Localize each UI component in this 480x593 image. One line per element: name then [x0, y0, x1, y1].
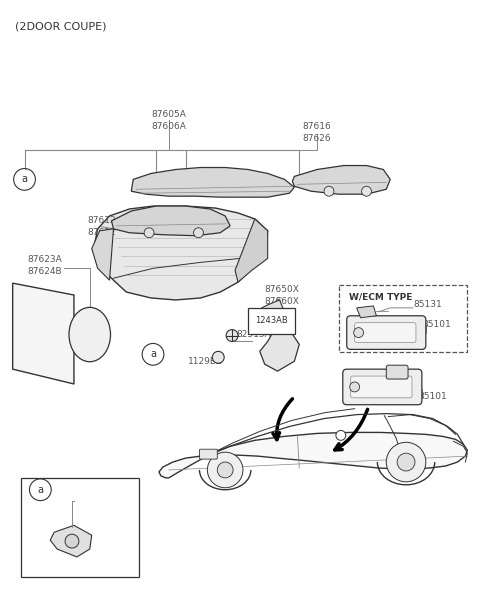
Circle shape [193, 228, 204, 238]
Text: a: a [37, 484, 43, 495]
Circle shape [361, 186, 372, 196]
Text: (2DOOR COUPE): (2DOOR COUPE) [14, 21, 106, 31]
Text: 85131: 85131 [413, 301, 442, 310]
Polygon shape [159, 432, 468, 478]
Polygon shape [292, 165, 390, 194]
Circle shape [350, 382, 360, 392]
Text: 87616
87626: 87616 87626 [303, 122, 332, 143]
Circle shape [144, 228, 154, 238]
FancyBboxPatch shape [248, 308, 295, 334]
Circle shape [397, 453, 415, 471]
Circle shape [386, 442, 426, 482]
Polygon shape [260, 330, 300, 371]
Polygon shape [131, 167, 294, 197]
Text: a: a [150, 349, 156, 359]
Polygon shape [258, 300, 285, 325]
Text: a: a [22, 174, 27, 184]
Text: 87623A
87624B: 87623A 87624B [27, 256, 61, 276]
Text: 1129EE: 1129EE [188, 358, 222, 366]
Text: 1243AB: 1243AB [255, 316, 288, 325]
Circle shape [212, 352, 224, 364]
Text: 87613L
87614L: 87613L 87614L [146, 211, 180, 232]
Circle shape [336, 431, 346, 441]
FancyBboxPatch shape [355, 323, 416, 343]
FancyBboxPatch shape [200, 449, 217, 459]
Bar [21, 478, 139, 577]
Text: 85101: 85101 [418, 393, 447, 401]
Polygon shape [50, 525, 92, 557]
Polygon shape [12, 283, 74, 384]
Text: 82315A: 82315A [237, 330, 271, 339]
Polygon shape [94, 206, 268, 300]
Circle shape [226, 330, 238, 342]
FancyBboxPatch shape [343, 369, 422, 405]
Text: 87614B
87624D: 87614B 87624D [56, 500, 92, 521]
Circle shape [324, 186, 334, 196]
FancyBboxPatch shape [351, 376, 412, 398]
Polygon shape [235, 219, 268, 282]
Text: 85101: 85101 [423, 320, 452, 329]
Text: 87612
87622: 87612 87622 [87, 216, 116, 237]
Polygon shape [111, 206, 230, 235]
FancyBboxPatch shape [347, 316, 426, 349]
Circle shape [65, 534, 79, 548]
Circle shape [217, 462, 233, 478]
Text: 87605A
87606A: 87605A 87606A [151, 110, 186, 131]
Polygon shape [92, 229, 113, 280]
FancyBboxPatch shape [386, 365, 408, 379]
Ellipse shape [69, 307, 110, 362]
Circle shape [354, 328, 363, 337]
Polygon shape [357, 306, 376, 318]
Text: W/ECM TYPE: W/ECM TYPE [349, 292, 412, 301]
Circle shape [207, 452, 243, 488]
Text: 87650X
87660X: 87650X 87660X [264, 285, 299, 306]
